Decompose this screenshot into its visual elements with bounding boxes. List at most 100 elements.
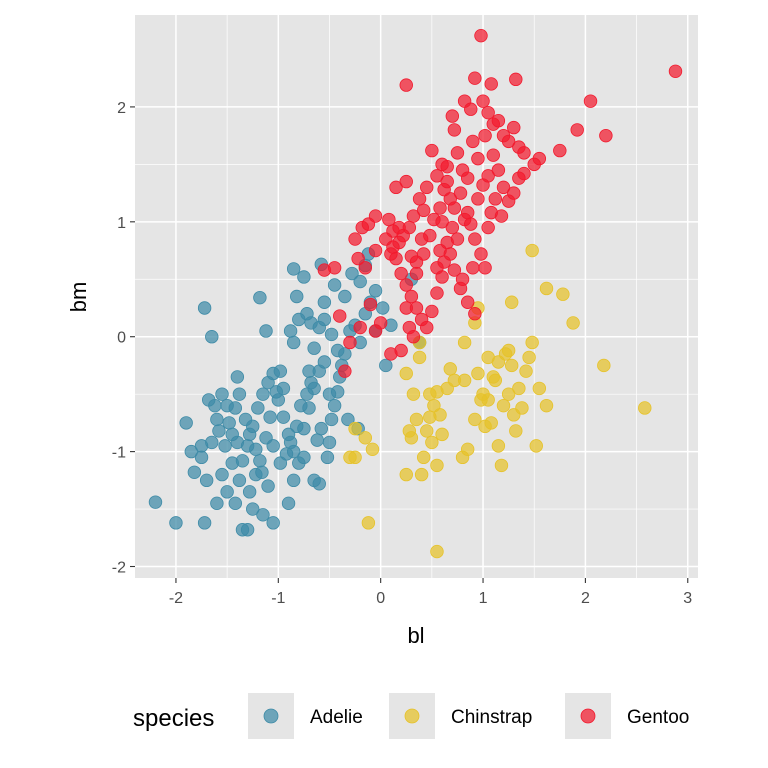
point-gentoo bbox=[373, 316, 388, 330]
point-gentoo bbox=[445, 109, 460, 123]
point-gentoo bbox=[399, 301, 413, 315]
point-gentoo bbox=[501, 134, 516, 149]
point-gentoo bbox=[447, 123, 462, 137]
point-gentoo bbox=[478, 261, 492, 275]
point-adelie bbox=[269, 385, 283, 399]
point-chinstrap bbox=[443, 362, 457, 376]
point-adelie bbox=[256, 387, 270, 401]
point-chinstrap bbox=[494, 458, 509, 473]
point-chinstrap bbox=[496, 398, 511, 413]
point-chinstrap bbox=[474, 393, 488, 407]
point-gentoo bbox=[343, 335, 357, 350]
point-chinstrap bbox=[361, 516, 376, 530]
point-adelie bbox=[261, 479, 275, 493]
point-adelie bbox=[368, 284, 383, 298]
point-adelie bbox=[222, 416, 236, 430]
y-tick-label: -2 bbox=[112, 560, 126, 577]
y-tick-label: 1 bbox=[117, 215, 126, 232]
point-adelie bbox=[232, 473, 247, 488]
point-gentoo bbox=[430, 169, 444, 183]
point-gentoo bbox=[435, 215, 449, 229]
y-tick-label: -1 bbox=[112, 445, 126, 462]
point-chinstrap bbox=[481, 350, 495, 365]
point-adelie bbox=[169, 516, 183, 530]
point-chinstrap bbox=[414, 467, 429, 482]
point-adelie bbox=[263, 410, 277, 424]
point-gentoo bbox=[478, 128, 492, 143]
point-gentoo bbox=[476, 94, 490, 108]
point-adelie bbox=[148, 495, 163, 509]
point-adelie bbox=[283, 435, 298, 450]
legend-marker-chinstrap bbox=[404, 708, 420, 724]
point-adelie bbox=[297, 270, 311, 284]
point-gentoo bbox=[406, 330, 421, 344]
point-gentoo bbox=[532, 151, 547, 166]
point-gentoo bbox=[468, 232, 482, 246]
point-gentoo bbox=[412, 192, 427, 206]
point-gentoo bbox=[481, 169, 495, 183]
point-adelie bbox=[228, 401, 243, 415]
point-gentoo bbox=[433, 243, 447, 258]
point-adelie bbox=[187, 465, 202, 479]
point-chinstrap bbox=[365, 442, 380, 457]
legend-label-chinstrap: Chinstrap bbox=[451, 707, 532, 728]
y-axis-ticks: -2 -1 0 1 2 bbox=[112, 100, 135, 577]
y-tick-label: 0 bbox=[117, 330, 126, 347]
point-adelie bbox=[232, 387, 247, 401]
point-adelie bbox=[251, 401, 265, 415]
point-gentoo bbox=[358, 261, 373, 275]
point-gentoo bbox=[481, 105, 495, 120]
point-gentoo bbox=[570, 123, 584, 137]
point-adelie bbox=[194, 450, 209, 465]
point-gentoo bbox=[509, 72, 523, 87]
point-adelie bbox=[197, 301, 212, 315]
point-gentoo bbox=[488, 192, 503, 206]
point-gentoo bbox=[445, 220, 460, 235]
point-chinstrap bbox=[525, 243, 539, 258]
x-tick-label: 1 bbox=[479, 590, 488, 607]
point-adelie bbox=[259, 324, 273, 338]
point-adelie bbox=[314, 421, 329, 436]
point-adelie bbox=[317, 312, 332, 327]
major-gridlines bbox=[135, 15, 698, 578]
point-adelie bbox=[240, 523, 255, 537]
point-adelie bbox=[286, 335, 301, 350]
point-chinstrap bbox=[420, 424, 434, 438]
point-chinstrap bbox=[399, 366, 413, 381]
point-adelie bbox=[210, 412, 224, 427]
point-adelie bbox=[312, 477, 326, 491]
y-tick-label: 2 bbox=[117, 100, 126, 117]
point-gentoo bbox=[392, 220, 406, 235]
point-gentoo bbox=[481, 220, 495, 235]
point-chinstrap bbox=[430, 458, 444, 473]
point-gentoo bbox=[464, 102, 478, 116]
point-chinstrap bbox=[525, 335, 539, 350]
point-adelie bbox=[317, 355, 332, 369]
point-gentoo bbox=[416, 203, 431, 218]
point-adelie bbox=[286, 473, 301, 488]
point-gentoo bbox=[338, 364, 352, 378]
point-chinstrap bbox=[566, 316, 580, 330]
point-adelie bbox=[324, 327, 339, 342]
point-gentoo bbox=[430, 261, 444, 275]
point-chinstrap bbox=[471, 366, 485, 381]
point-gentoo bbox=[389, 180, 403, 195]
point-gentoo bbox=[384, 347, 398, 361]
point-gentoo bbox=[507, 120, 521, 135]
point-adelie bbox=[202, 393, 216, 407]
point-adelie bbox=[266, 516, 280, 530]
point-gentoo bbox=[414, 232, 429, 246]
point-adelie bbox=[242, 485, 257, 499]
point-gentoo bbox=[386, 240, 400, 254]
point-chinstrap bbox=[435, 427, 449, 442]
point-chinstrap bbox=[468, 412, 482, 427]
point-gentoo bbox=[363, 297, 378, 312]
point-chinstrap bbox=[406, 387, 421, 401]
point-adelie bbox=[253, 454, 267, 468]
point-chinstrap bbox=[638, 401, 652, 415]
point-gentoo bbox=[351, 251, 365, 266]
point-gentoo bbox=[486, 148, 500, 162]
point-chinstrap bbox=[425, 435, 439, 450]
point-chinstrap bbox=[522, 350, 536, 365]
